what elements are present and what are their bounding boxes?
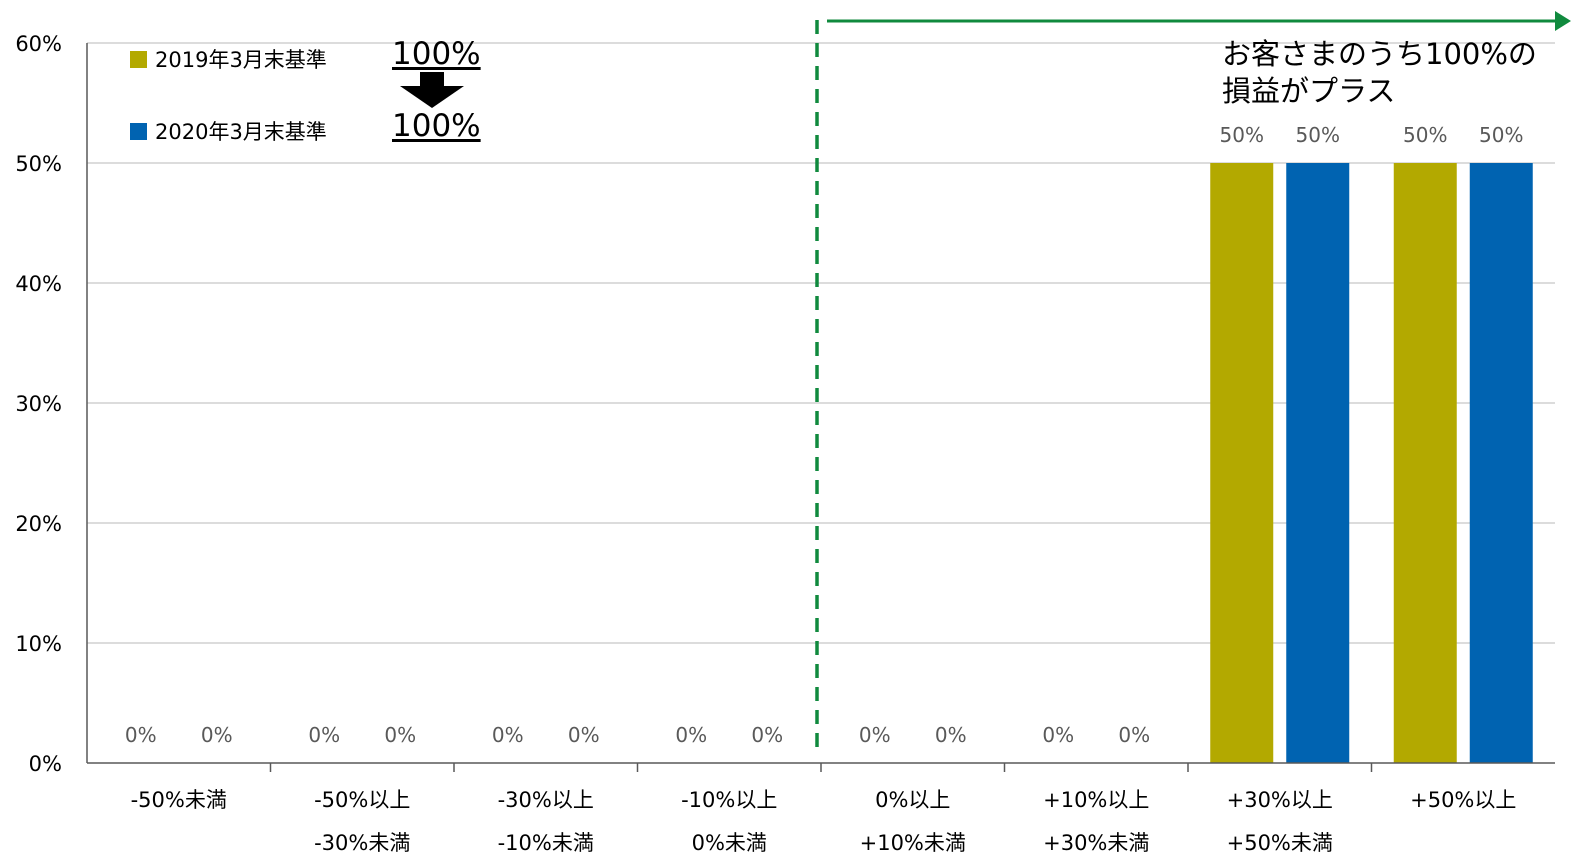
axes xyxy=(86,43,1555,772)
callout-text: お客さまのうち100%の 損益がプラス xyxy=(1222,36,1537,110)
legend-swatch-2019 xyxy=(130,50,147,68)
pct-2020: 100% xyxy=(392,108,481,144)
x-tick-label: -10%未満 xyxy=(498,831,594,855)
x-tick-label: +10%未満 xyxy=(860,831,966,855)
y-tick-label: 10% xyxy=(15,632,62,656)
data-label: 0% xyxy=(308,723,340,747)
x-tick-label: 0%未満 xyxy=(692,831,767,855)
data-label: 50% xyxy=(1296,123,1340,147)
y-tick-label: 40% xyxy=(15,272,62,296)
x-tick-label: -30%未満 xyxy=(314,831,410,855)
data-label: 0% xyxy=(675,723,707,747)
callout-line-2: 損益がプラス xyxy=(1222,74,1396,108)
y-tick-label: 0% xyxy=(29,752,62,776)
bar xyxy=(1286,163,1350,763)
legend-item-2019: 2019年3月末基準 xyxy=(130,44,327,74)
x-tick-label: +10%以上 xyxy=(1043,788,1149,812)
right-arrow-icon xyxy=(1555,11,1571,31)
callout-line-1: お客さまのうち100%の xyxy=(1222,37,1537,71)
data-label: 50% xyxy=(1220,123,1264,147)
down-arrow-icon xyxy=(400,72,464,108)
data-label: 0% xyxy=(751,723,783,747)
bars xyxy=(1210,163,1533,763)
x-tick-label: +30%以上 xyxy=(1227,788,1333,812)
y-tick-label: 60% xyxy=(15,32,62,56)
data-label: 0% xyxy=(1118,723,1150,747)
x-tick-label: +50%未満 xyxy=(1227,831,1333,855)
data-label: 0% xyxy=(492,723,524,747)
bar xyxy=(1210,163,1274,763)
x-tick-label: -50%以上 xyxy=(314,788,410,812)
x-tick-label: +30%未満 xyxy=(1043,831,1149,855)
legend-item-2020: 2020年3月末基準 xyxy=(130,116,327,146)
x-tick-label: +50%以上 xyxy=(1410,788,1516,812)
data-label: 0% xyxy=(201,723,233,747)
legend-label-2019: 2019年3月末基準 xyxy=(155,48,327,72)
x-tick-label: -30%以上 xyxy=(498,788,594,812)
pct-2019: 100% xyxy=(392,36,481,72)
x-tick-label: -50%未満 xyxy=(131,788,227,812)
y-tick-label: 30% xyxy=(15,392,62,416)
bar xyxy=(1469,163,1533,763)
divider xyxy=(815,11,1571,752)
legend-swatch-2020 xyxy=(130,122,147,140)
data-label: 0% xyxy=(859,723,891,747)
y-tick-label: 20% xyxy=(15,512,62,536)
labels: 0% 10% 20% 30% 40% 50% 60% 0% 0% -50%未満 0% 0% -50%以上… xyxy=(15,32,1523,855)
legend-label-2020: 2020年3月末基準 xyxy=(155,120,327,144)
data-label: 0% xyxy=(125,723,157,747)
data-label: 50% xyxy=(1403,123,1447,147)
data-label: 0% xyxy=(568,723,600,747)
data-label: 50% xyxy=(1479,123,1523,147)
data-label: 0% xyxy=(1042,723,1074,747)
data-label: 0% xyxy=(384,723,416,747)
bar xyxy=(1393,163,1457,763)
data-label: 0% xyxy=(935,723,967,747)
y-tick-label: 50% xyxy=(15,152,62,176)
x-tick-label: -10%以上 xyxy=(681,788,777,812)
x-tick-label: 0%以上 xyxy=(875,788,950,812)
